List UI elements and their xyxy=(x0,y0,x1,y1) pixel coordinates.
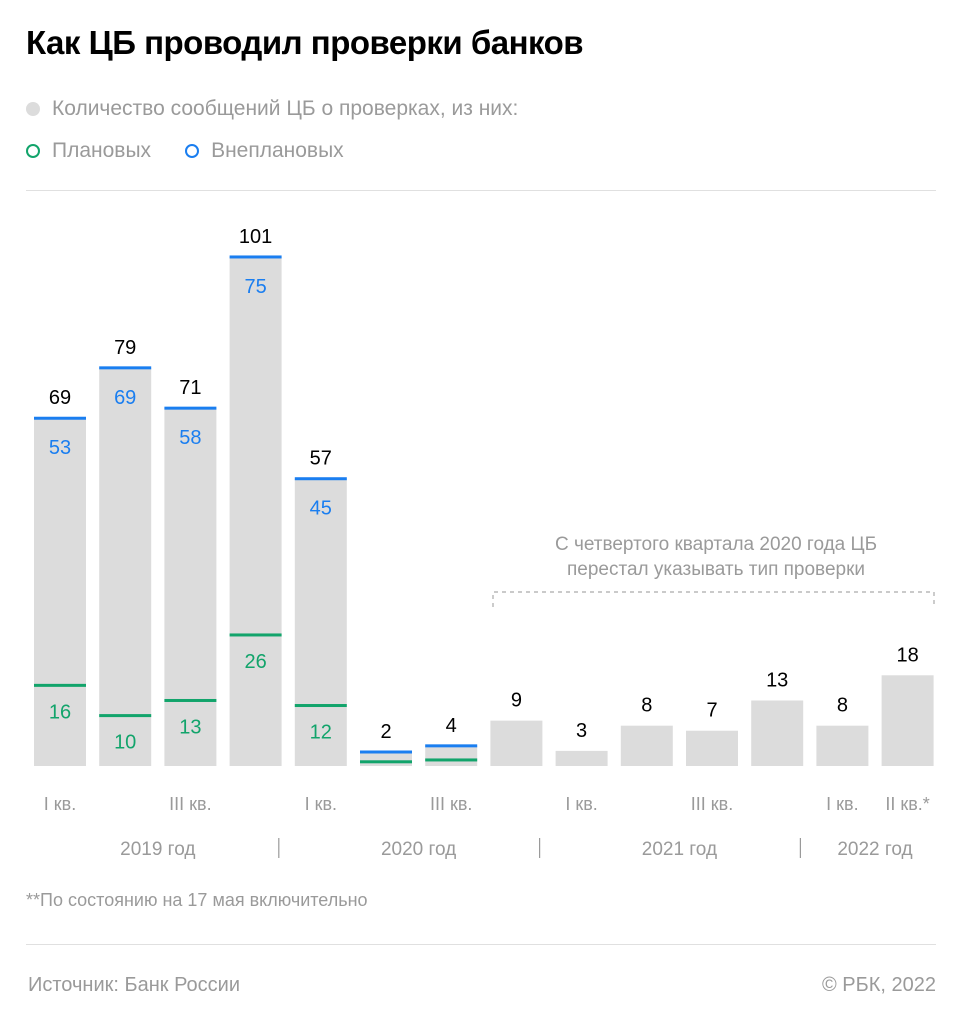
bar-total xyxy=(294,478,347,766)
total-value-label: 8 xyxy=(837,695,848,717)
annotation-bracket xyxy=(492,591,935,607)
legend-planned-label: Плановых xyxy=(52,139,152,162)
bar-total xyxy=(490,720,543,766)
bar-total xyxy=(360,752,412,766)
year-separator xyxy=(539,838,541,858)
bar-total xyxy=(751,700,804,766)
unplanned-circle-icon xyxy=(185,144,200,158)
planned-marker xyxy=(360,760,412,764)
year-separator xyxy=(278,838,280,858)
bar-total xyxy=(425,745,478,766)
copyright-text: © РБК, 2022 xyxy=(821,974,936,996)
planned-marker xyxy=(164,698,217,702)
planned-marker xyxy=(425,758,478,762)
unplanned-marker xyxy=(164,406,217,410)
unplanned-marker xyxy=(229,255,282,259)
total-value-label: 13 xyxy=(766,669,788,691)
x-tick-label: III кв. xyxy=(169,794,211,814)
total-value-label: 101 xyxy=(239,226,272,248)
legend-total-label: Количество сообщений ЦБ о проверках, из … xyxy=(52,97,519,120)
total-value-label: 57 xyxy=(310,448,332,470)
annotation-line-1: С четвертого квартала 2020 года ЦБ xyxy=(555,534,877,555)
planned-marker xyxy=(99,714,152,718)
bar-total xyxy=(620,725,673,766)
total-value-label: 4 xyxy=(446,715,457,737)
annotation-line-2: перестал указывать тип проверки xyxy=(567,559,865,580)
year-label: 2022 год xyxy=(837,839,912,860)
bar-total xyxy=(34,418,86,766)
bar-total xyxy=(816,725,869,766)
planned-marker xyxy=(34,683,86,687)
unplanned-marker xyxy=(360,750,412,754)
total-value-label: 2 xyxy=(380,721,391,743)
planned-value-label: 12 xyxy=(310,722,332,744)
unplanned-value-label: 69 xyxy=(114,387,136,409)
legend-unplanned: Внеплановых xyxy=(185,139,344,163)
x-tick-label: I кв. xyxy=(565,794,597,814)
bar-total xyxy=(555,750,608,766)
total-value-label: 71 xyxy=(179,377,201,399)
total-value-label: 79 xyxy=(114,337,136,359)
planned-value-label: 26 xyxy=(244,651,266,673)
legend-planned: Плановых xyxy=(26,139,151,163)
unplanned-marker xyxy=(294,477,347,481)
bottom-divider xyxy=(26,944,936,945)
unplanned-value-label: 75 xyxy=(244,276,266,298)
planned-marker xyxy=(294,704,347,708)
total-value-label: 69 xyxy=(49,387,71,409)
planned-value-label: 16 xyxy=(49,701,71,723)
total-value-label: 9 xyxy=(511,690,522,712)
unplanned-marker xyxy=(425,744,478,748)
year-separator xyxy=(799,838,801,858)
footnote: **По состоянию на 17 мая включительно xyxy=(26,890,368,910)
total-value-label: 8 xyxy=(641,695,652,717)
chart-title: Как ЦБ проводил проверки банков xyxy=(26,24,584,61)
top-divider xyxy=(26,190,936,191)
legend-total: Количество сообщений ЦБ о проверках, из … xyxy=(26,97,518,121)
unplanned-value-label: 45 xyxy=(310,498,332,520)
legend-unplanned-label: Внеплановых xyxy=(211,139,344,162)
year-label: 2019 год xyxy=(120,839,195,860)
planned-value-label: 10 xyxy=(114,732,136,754)
x-tick-label: II кв.* xyxy=(885,794,929,814)
total-dot-icon xyxy=(26,102,40,116)
bar-total xyxy=(164,408,217,766)
bar-chart: С четвертого квартала 2020 года ЦБ перес… xyxy=(34,226,935,860)
x-tick-label: III кв. xyxy=(691,794,733,814)
bar-total xyxy=(229,256,282,766)
total-value-label: 7 xyxy=(706,700,717,722)
unplanned-value-label: 58 xyxy=(179,427,201,449)
bar-total xyxy=(99,367,152,766)
bar-total xyxy=(881,675,934,766)
total-value-label: 3 xyxy=(576,720,587,742)
x-tick-label: III кв. xyxy=(430,794,472,814)
planned-value-label: 13 xyxy=(179,716,201,738)
planned-circle-icon xyxy=(26,144,40,158)
x-tick-label: I кв. xyxy=(44,794,76,814)
year-label: 2021 год xyxy=(642,839,717,860)
bar-total xyxy=(686,730,738,766)
planned-marker xyxy=(229,633,282,637)
unplanned-value-label: 53 xyxy=(49,437,71,459)
source-text: Источник: Банк России xyxy=(28,974,241,996)
x-tick-label: I кв. xyxy=(826,794,858,814)
x-tick-label: I кв. xyxy=(305,794,337,814)
year-label: 2020 год xyxy=(381,839,456,860)
unplanned-marker xyxy=(34,416,86,420)
unplanned-marker xyxy=(99,366,152,370)
legend-types: Плановых Внеплановых xyxy=(26,139,378,163)
total-value-label: 18 xyxy=(896,644,918,666)
